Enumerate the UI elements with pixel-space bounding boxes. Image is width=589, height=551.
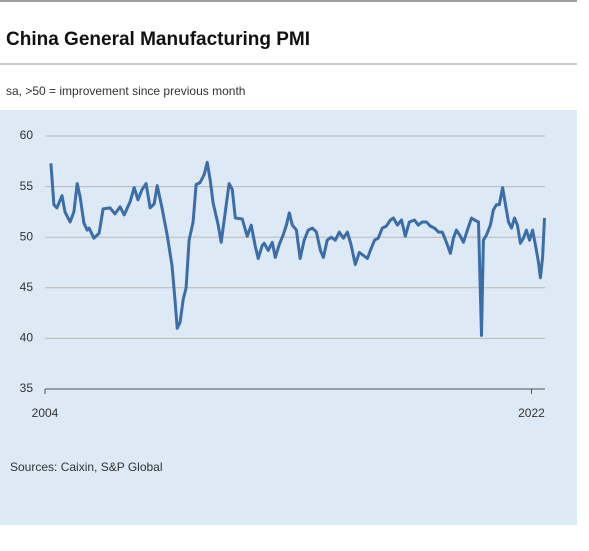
y-tick-label: 50 [20, 229, 34, 243]
pmi-line [49, 160, 546, 337]
y-tick-label: 45 [20, 280, 34, 294]
y-tick-label: 55 [20, 179, 34, 193]
y-tick-label: 40 [20, 331, 34, 345]
x-tick-label: 2004 [32, 406, 59, 420]
source-note: Sources: Caixin, S&P Global [10, 460, 163, 474]
chart-title: China General Manufacturing PMI [6, 29, 310, 50]
y-tick-label: 60 [20, 128, 34, 142]
x-tick-label: 2022 [518, 406, 545, 420]
chart-subtitle: sa, >50 = improvement since previous mon… [6, 84, 245, 98]
top-rule [0, 0, 577, 2]
y-tick-label: 35 [20, 381, 34, 395]
